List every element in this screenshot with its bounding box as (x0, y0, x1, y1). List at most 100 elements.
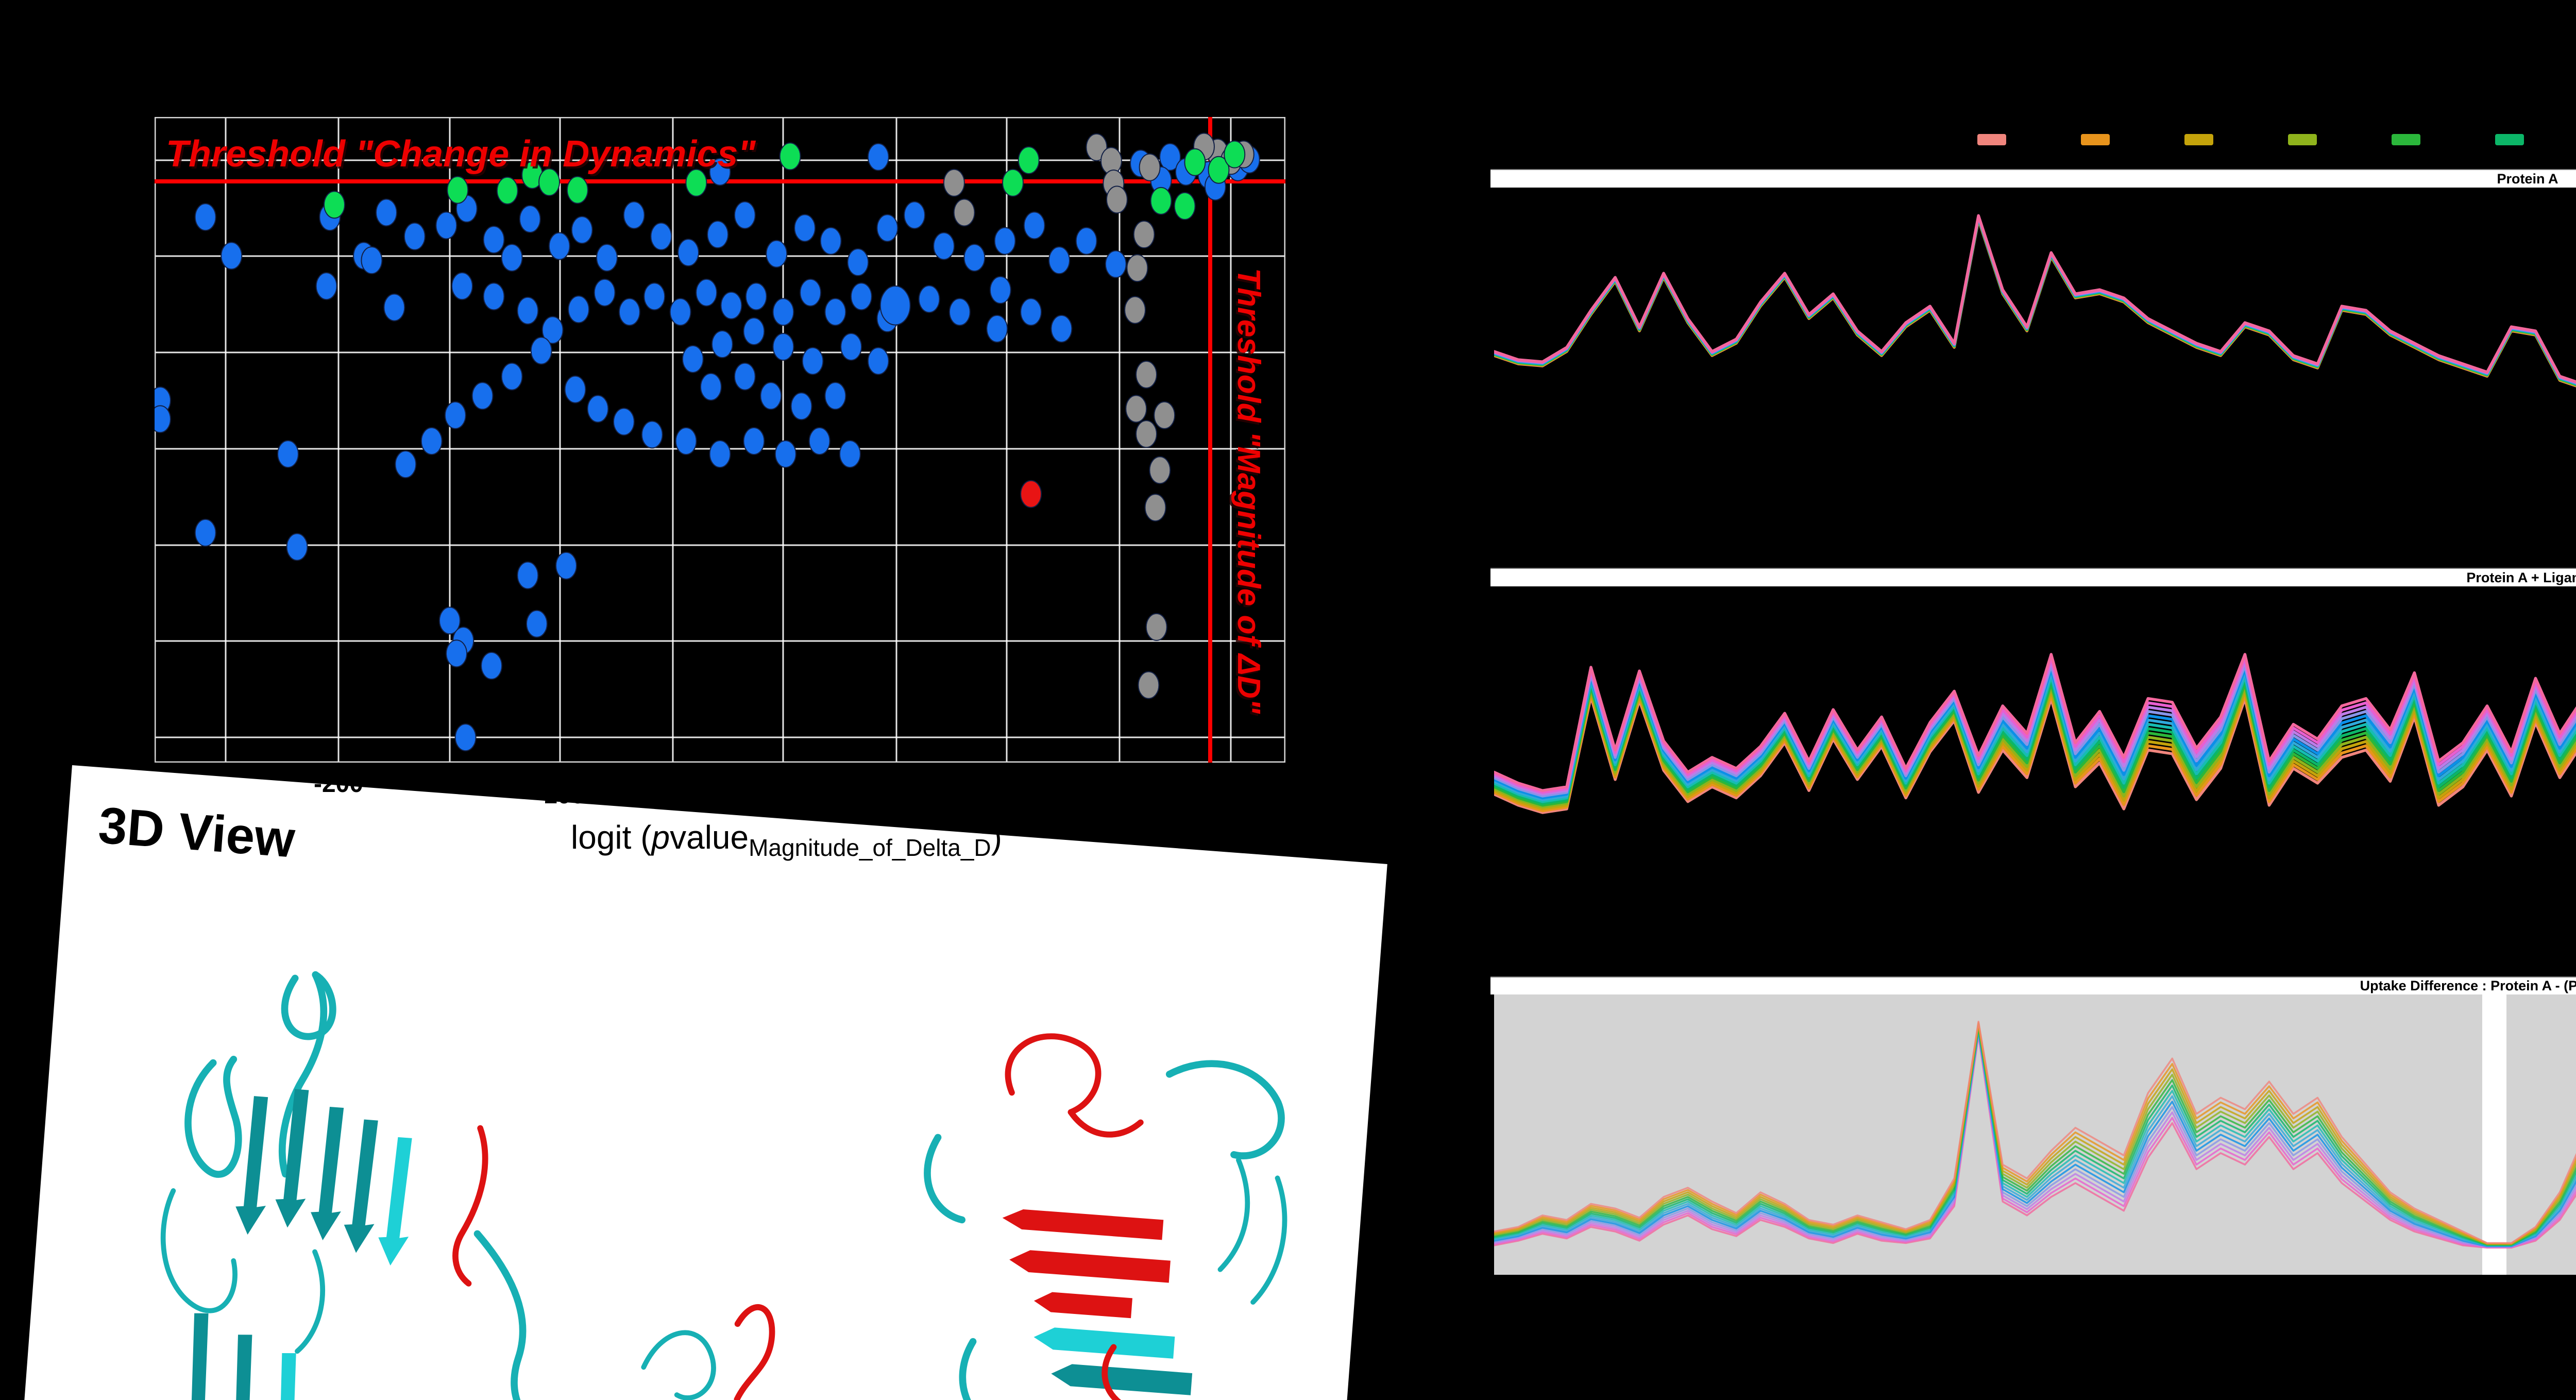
volcano-point-b[interactable] (933, 232, 955, 260)
volcano-point-b[interactable] (948, 298, 971, 326)
volcano-point-b[interactable] (286, 533, 308, 561)
volcano-point-b[interactable] (315, 272, 337, 300)
uptake-series-line[interactable] (1494, 1026, 2576, 1246)
volcano-point-b[interactable] (277, 440, 299, 468)
volcano-point-b[interactable] (766, 240, 788, 268)
volcano-point-b[interactable] (867, 143, 889, 171)
volcano-point-y[interactable] (1133, 221, 1155, 249)
legend-timepoint-dash[interactable] (2081, 134, 2110, 145)
volcano-point-b[interactable] (395, 450, 417, 479)
volcano-point-y[interactable] (1154, 401, 1176, 429)
volcano-point-b[interactable] (696, 278, 718, 307)
volcano-point-b[interactable] (444, 401, 466, 429)
volcano-point-b[interactable] (682, 345, 704, 373)
volcano-point-b[interactable] (743, 317, 765, 345)
volcano-point-y[interactable] (1125, 395, 1147, 423)
uptake-series-line[interactable] (1494, 1027, 2576, 1246)
volcano-point-b[interactable] (564, 375, 586, 403)
volcano-point-b[interactable] (623, 201, 645, 229)
volcano-point-b[interactable] (501, 244, 523, 272)
volcano-point-b[interactable] (711, 330, 733, 359)
volcano-point-b[interactable] (541, 316, 564, 344)
volcano-point-y[interactable] (1145, 613, 1167, 641)
volcano-point-b[interactable] (709, 158, 731, 186)
volcano-point-b[interactable] (530, 336, 552, 365)
volcano-point-b[interactable] (571, 216, 593, 244)
volcano-point-b[interactable] (596, 244, 618, 272)
volcano-point-g[interactable] (1018, 146, 1040, 174)
volcano-point-b[interactable] (677, 239, 700, 267)
volcano-point-b[interactable] (481, 652, 503, 680)
legend-timepoint-dash[interactable] (2392, 134, 2420, 145)
legend-timepoint-dash[interactable] (1977, 134, 2006, 145)
volcano-point-b[interactable] (375, 198, 397, 227)
uptake-series-line[interactable] (1494, 201, 2576, 384)
volcano-point-b[interactable] (1050, 314, 1073, 343)
volcano-point-b[interactable] (1075, 227, 1097, 255)
volcano-point-b[interactable] (361, 246, 383, 275)
volcano-point-b[interactable] (613, 408, 635, 436)
volcano-point-b[interactable] (700, 373, 722, 401)
uptake-series-line[interactable] (1494, 1033, 2576, 1249)
volcano-point-b[interactable] (435, 211, 457, 240)
protein-ribbon-graphic[interactable] (97, 926, 1350, 1400)
volcano-point-y[interactable] (953, 198, 975, 227)
volcano-point-g[interactable] (1002, 168, 1024, 197)
volcano-point-b[interactable] (1020, 298, 1042, 326)
volcano-point-b[interactable] (709, 440, 731, 468)
volcano-point-b[interactable] (221, 242, 243, 270)
volcano-point-b[interactable] (707, 221, 729, 249)
uptake-difference-chart[interactable] (1494, 993, 2576, 1275)
volcano-point-b[interactable] (824, 382, 846, 410)
volcano-point-b[interactable] (451, 272, 473, 300)
volcano-point-b[interactable] (517, 296, 539, 325)
volcano-point-b[interactable] (867, 347, 889, 375)
volcano-point-b[interactable] (675, 427, 697, 456)
uptake-series-line[interactable] (1494, 1023, 2576, 1245)
volcano-point-b[interactable] (850, 282, 872, 311)
volcano-point-b[interactable] (760, 382, 782, 410)
volcano-point-b[interactable] (420, 427, 443, 456)
volcano-point-g[interactable] (324, 191, 346, 219)
volcano-point-g[interactable] (685, 168, 707, 197)
volcano-point-y[interactable] (1144, 494, 1166, 522)
volcano-point-b[interactable] (383, 293, 405, 322)
volcano-point-b[interactable] (839, 440, 861, 468)
volcano-point-g[interactable] (779, 142, 801, 171)
uptake-series-line[interactable] (1494, 1025, 2576, 1246)
uptake-chart-proteinA[interactable] (1494, 187, 2576, 568)
volcano-point-y[interactable] (1124, 296, 1146, 324)
legend-timepoint-dash[interactable] (2495, 134, 2524, 145)
volcano-point-b[interactable] (438, 606, 461, 635)
volcano-point-g[interactable] (447, 176, 469, 204)
volcano-point-b[interactable] (918, 285, 940, 313)
volcano-point-b[interactable] (963, 244, 986, 272)
uptake-series-line[interactable] (1494, 1028, 2576, 1247)
volcano-point-b[interactable] (879, 285, 911, 326)
volcano-point-b[interactable] (794, 214, 816, 242)
volcano-point-y[interactable] (1149, 456, 1171, 484)
volcano-point-y[interactable] (1086, 133, 1108, 161)
uptake-series-line[interactable] (1494, 1020, 2576, 1244)
uptake-series-line[interactable] (1494, 1030, 2576, 1247)
volcano-point-b[interactable] (800, 278, 822, 307)
volcano-point-b[interactable] (650, 222, 672, 250)
volcano-point-b[interactable] (802, 347, 824, 375)
volcano-point-b[interactable] (734, 201, 756, 229)
volcano-point-b[interactable] (454, 723, 477, 752)
volcano-point-y[interactable] (1138, 671, 1160, 699)
volcano-point-b[interactable] (790, 392, 812, 420)
volcano-point-b[interactable] (403, 222, 426, 250)
volcano-point-y[interactable] (1136, 360, 1158, 389)
volcano-point-b[interactable] (548, 232, 570, 260)
uptake-series-line[interactable] (1494, 1024, 2576, 1245)
volcano-point-b[interactable] (808, 427, 831, 456)
volcano-point-g[interactable] (566, 176, 588, 204)
volcano-point-b[interactable] (743, 427, 765, 456)
volcano-point-b[interactable] (483, 226, 505, 254)
volcano-point-b[interactable] (986, 314, 1008, 343)
volcano-point-b[interactable] (194, 203, 216, 231)
volcano-point-b[interactable] (194, 518, 216, 547)
volcano-point-b[interactable] (526, 610, 548, 638)
volcano-point-y[interactable] (1126, 254, 1148, 282)
